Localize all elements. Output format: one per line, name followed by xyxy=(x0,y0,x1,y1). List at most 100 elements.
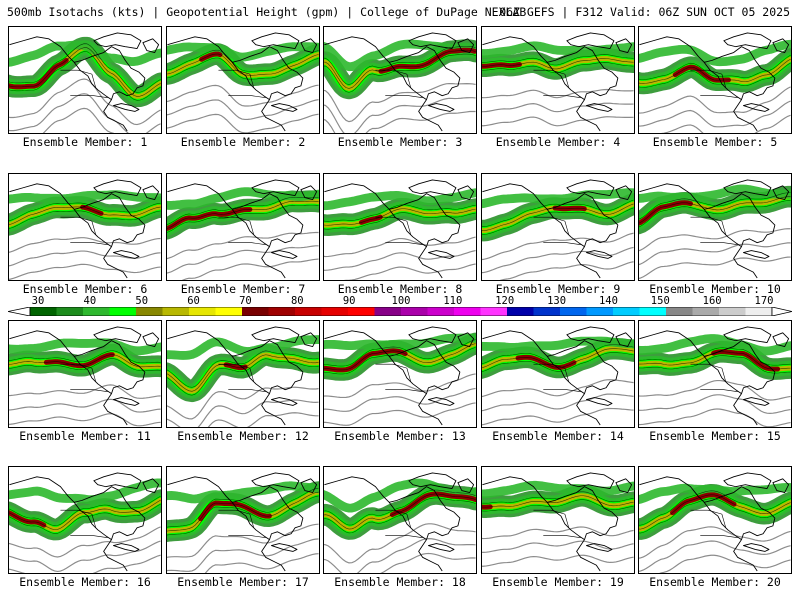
isotach-band-north xyxy=(324,333,476,351)
height-contour xyxy=(482,246,634,274)
colorbar-swatch xyxy=(295,307,322,316)
map-canvas xyxy=(639,32,791,133)
map-canvas xyxy=(324,472,476,573)
political-border xyxy=(218,216,266,245)
height-contour-dark xyxy=(9,495,161,526)
isotach-band-north xyxy=(639,39,791,67)
colorbar-swatch xyxy=(189,307,216,316)
map-canvas xyxy=(482,326,634,426)
colorbar-swatch xyxy=(56,307,84,316)
height-contour xyxy=(482,540,634,553)
ensemble-member-caption: Ensemble Member: 9 xyxy=(495,282,621,296)
ensemble-member-caption: Ensemble Member: 7 xyxy=(180,282,306,296)
political-border xyxy=(690,509,738,538)
political-border xyxy=(218,363,266,392)
height-contour xyxy=(9,398,161,413)
isotach-band-north xyxy=(9,478,161,505)
colorbar-swatch xyxy=(30,307,57,316)
political-border xyxy=(375,509,423,538)
colorbar-swatch xyxy=(533,307,561,316)
height-contour-dark xyxy=(639,355,791,374)
ensemble-member-caption: Ensemble Member: 18 xyxy=(334,575,466,589)
height-contour xyxy=(324,97,476,133)
height-contour-dark xyxy=(9,47,161,97)
height-contour-dark xyxy=(9,202,161,222)
height-contour-dark xyxy=(167,358,319,396)
ensemble-member-caption: Ensemble Member: 15 xyxy=(649,429,781,443)
height-contour xyxy=(9,384,161,399)
height-contour xyxy=(639,379,791,401)
coastline xyxy=(639,472,790,572)
coastline xyxy=(639,179,790,279)
height-contour xyxy=(639,408,791,427)
coastline xyxy=(324,326,475,426)
map-canvas xyxy=(167,326,319,427)
height-contour-dark xyxy=(167,196,319,225)
map-canvas xyxy=(167,472,319,573)
colorbar-tick-label: 100 xyxy=(391,295,411,307)
map-canvas xyxy=(9,472,161,573)
colorbar-swatch xyxy=(83,307,110,316)
height-contour-dark xyxy=(9,503,161,534)
height-contour-dark xyxy=(639,347,791,366)
colorbar-scale xyxy=(8,307,792,316)
height-contour xyxy=(639,526,791,559)
map-canvas xyxy=(9,179,161,280)
height-contour-dark xyxy=(167,204,319,233)
ensemble-map-panel xyxy=(638,466,792,574)
height-contour-dark xyxy=(324,212,476,230)
coastline xyxy=(324,472,475,572)
ensemble-map-panel xyxy=(323,320,477,428)
height-contour-dark xyxy=(9,354,161,368)
height-contour xyxy=(380,552,476,573)
height-contour-dark xyxy=(639,192,791,220)
colorbar-swatch xyxy=(692,307,720,316)
political-border xyxy=(218,69,266,98)
height-contour-dark xyxy=(639,58,791,84)
height-contour xyxy=(482,232,634,261)
height-contour xyxy=(499,261,634,280)
height-contour-dark xyxy=(9,206,161,225)
coastline xyxy=(482,472,633,572)
height-contour xyxy=(181,258,319,280)
political-border xyxy=(690,69,738,98)
height-contour xyxy=(639,394,791,414)
height-contour-dark xyxy=(482,199,634,228)
height-contour-dark xyxy=(482,491,634,504)
height-contour-dark xyxy=(167,53,319,76)
height-contour-dark xyxy=(167,57,319,80)
colorbar-swatch xyxy=(454,307,481,316)
isotach-band-north xyxy=(167,187,319,210)
colorbar-swatch xyxy=(719,307,746,316)
isotach-band-north xyxy=(324,188,476,211)
ensemble-map-panel xyxy=(323,26,477,134)
height-contour-dark xyxy=(324,204,476,222)
height-contour-dark xyxy=(639,200,791,228)
colorbar-swatch xyxy=(613,307,640,316)
colorbar-tick-label: 110 xyxy=(443,295,463,307)
ensemble-map-panel xyxy=(481,173,635,281)
ensemble-map-panel xyxy=(323,466,477,574)
colorbar-swatch xyxy=(242,307,269,316)
height-contour xyxy=(639,100,791,128)
coastline xyxy=(167,472,318,572)
ensemble-member-caption: Ensemble Member: 20 xyxy=(649,575,781,589)
ensemble-member-caption: Ensemble Member: 16 xyxy=(19,575,151,589)
height-contour xyxy=(324,373,476,399)
height-contour xyxy=(639,86,791,114)
height-contour xyxy=(167,84,319,107)
coastline xyxy=(9,472,160,572)
ensemble-member-caption: Ensemble Member: 12 xyxy=(177,429,309,443)
ensemble-map-panel xyxy=(323,173,477,281)
coastline xyxy=(167,326,318,426)
colorbar-right-arrow xyxy=(771,307,792,316)
height-contour-dark xyxy=(639,196,791,224)
height-contour xyxy=(482,88,634,99)
ensemble-map-panel xyxy=(8,466,162,574)
height-contour xyxy=(167,386,319,420)
colorbar-tick-label: 70 xyxy=(239,295,252,307)
height-contour xyxy=(9,554,161,573)
isotach-band-north xyxy=(9,338,161,356)
ensemble-map-panel xyxy=(166,173,320,281)
height-contour-dark xyxy=(324,49,476,89)
